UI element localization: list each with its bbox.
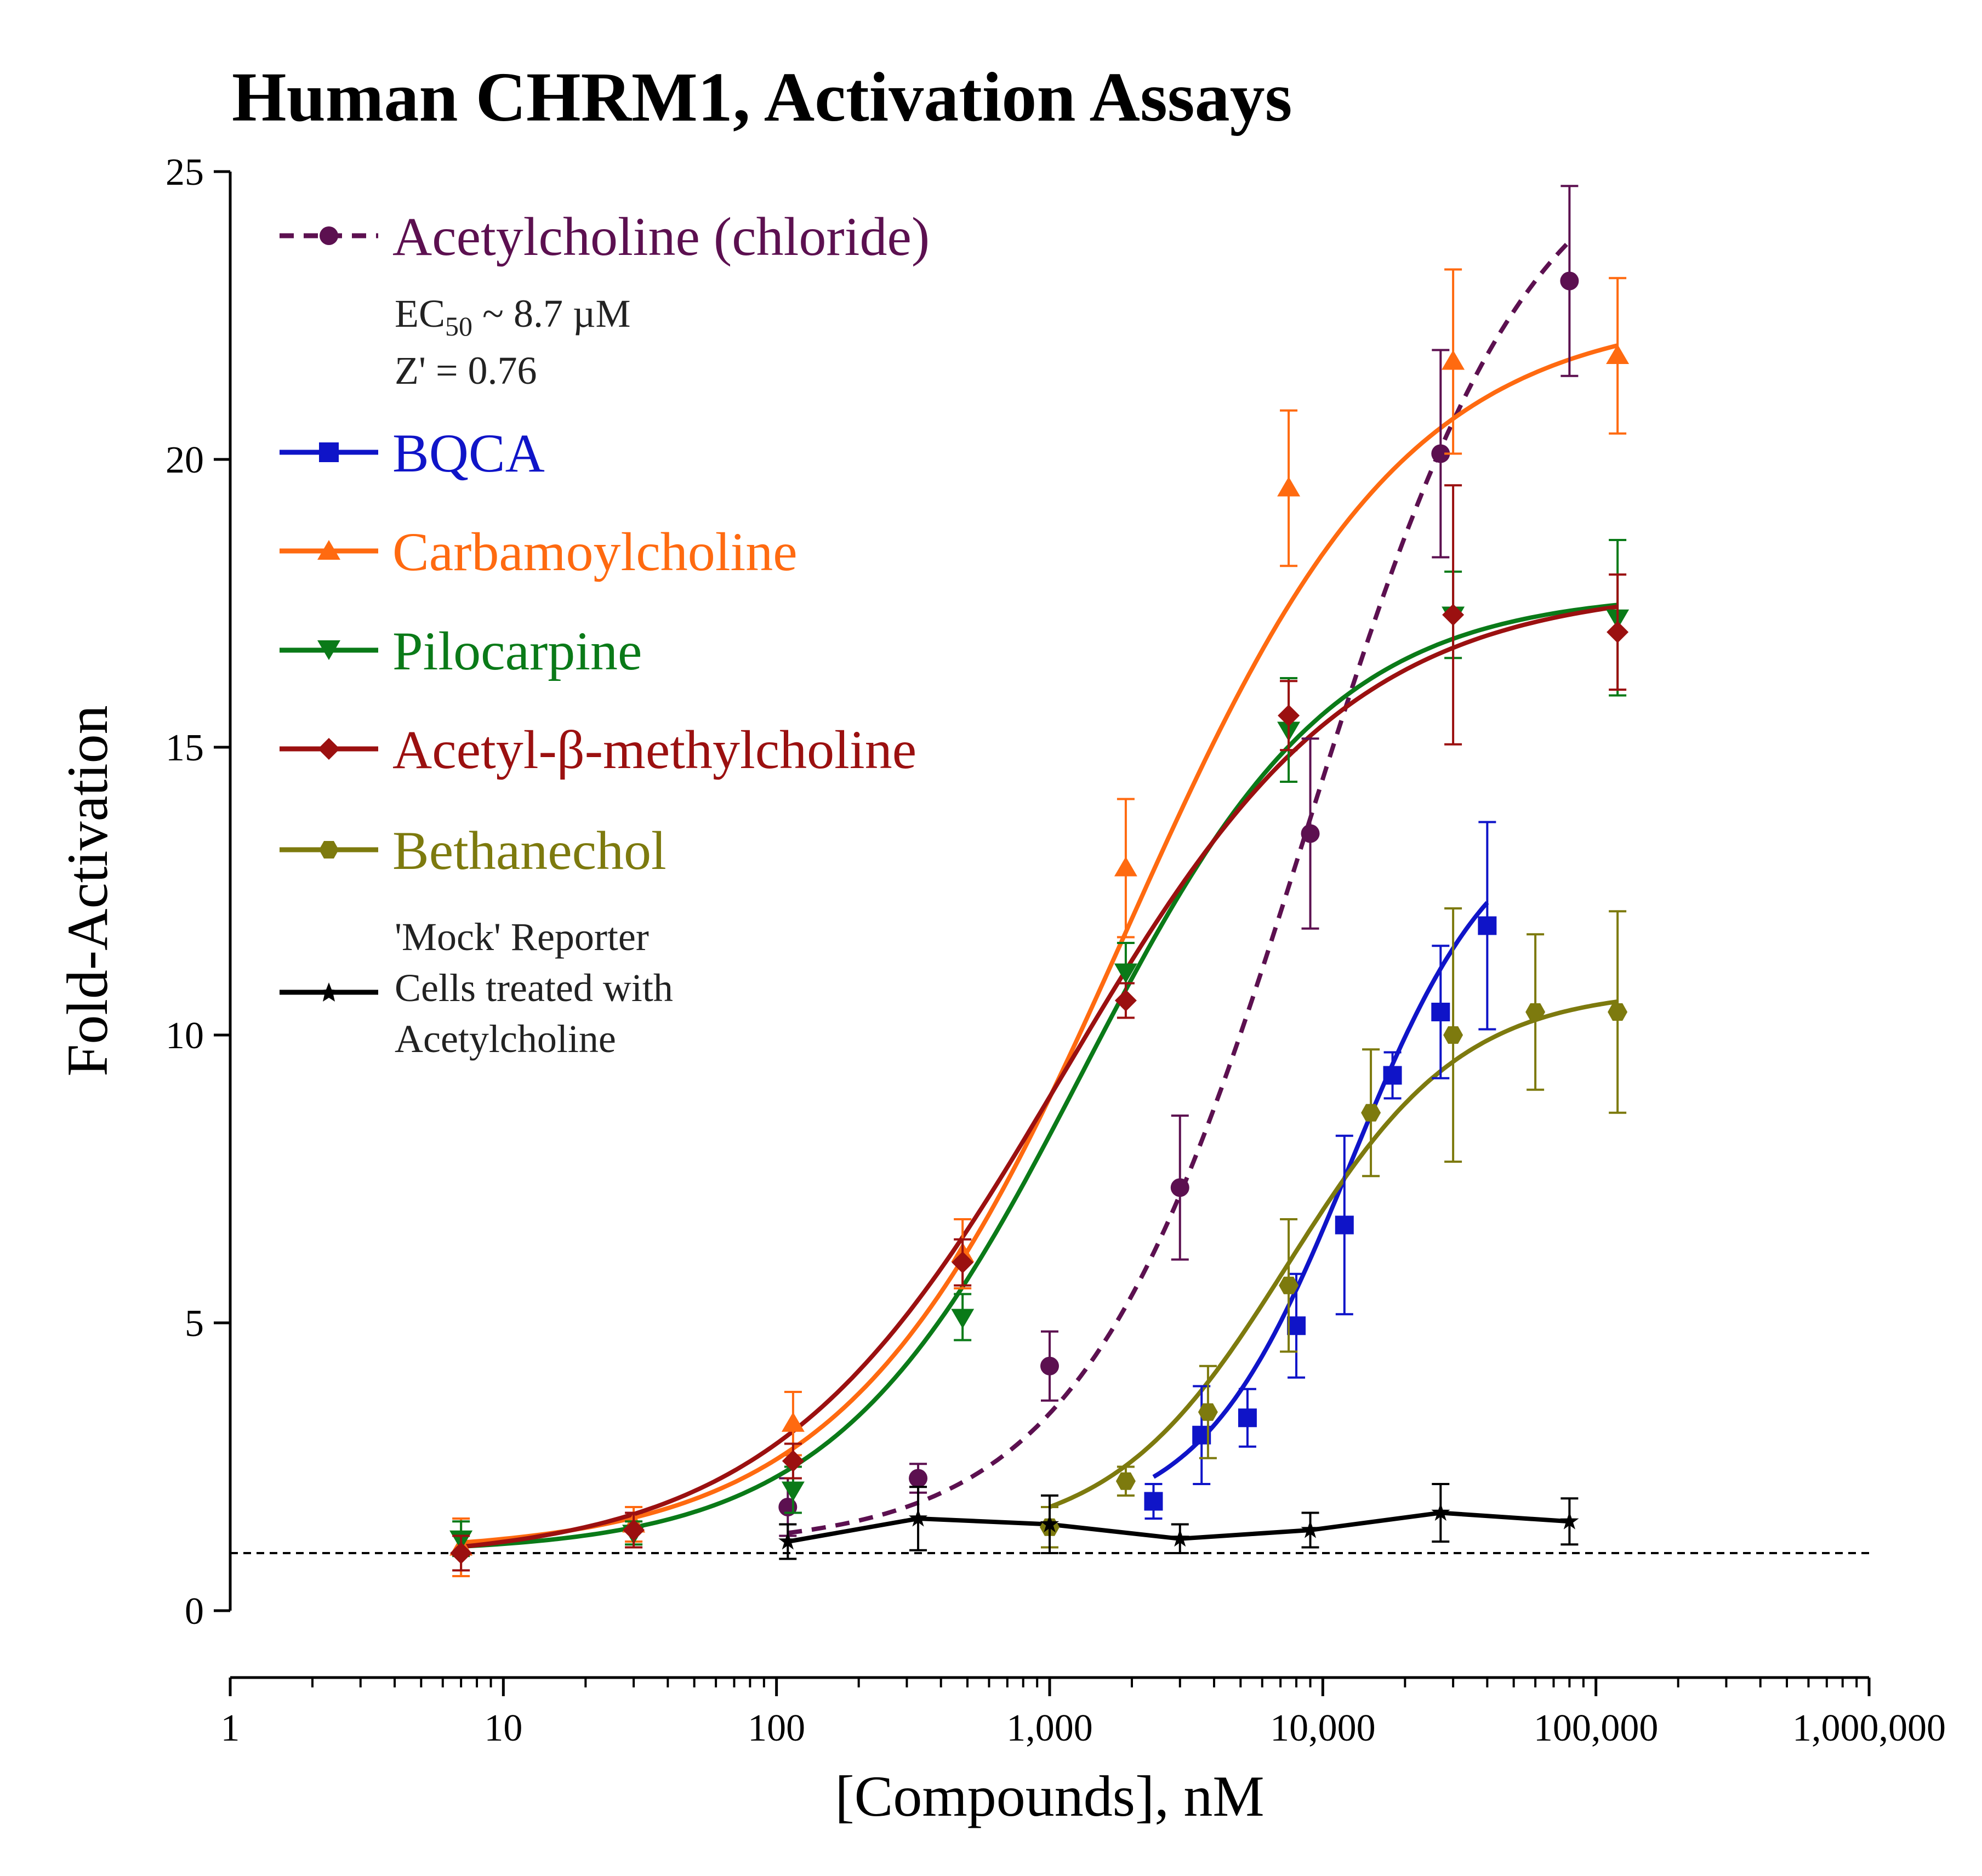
ec50-annotation: EC50 ~ 8.7 µM xyxy=(395,292,630,342)
data-point-bethanechol xyxy=(1115,1472,1136,1490)
legend-label-mock-line2: Cells treated with xyxy=(395,966,673,1010)
data-point-acetylcholine-chloride xyxy=(1301,824,1320,843)
data-point-acetyl-methylcholine xyxy=(623,1519,645,1541)
legend-marker-mock xyxy=(319,982,339,1002)
data-point-bqca xyxy=(1335,1215,1354,1235)
data-point-bethanechol xyxy=(1608,1003,1628,1021)
legend-label-acetylcholine: Acetylcholine (chloride) xyxy=(392,206,930,267)
legend-item-acetylcholine: Acetylcholine (chloride) xyxy=(280,206,930,267)
data-point-mock-reporter-cells-treated-with-acetylcholine xyxy=(1040,1514,1060,1533)
data-point-bqca xyxy=(1383,1066,1402,1085)
data-point-bethanechol xyxy=(1361,1104,1381,1122)
legend-marker-carbamoylcholine xyxy=(317,540,340,560)
curve-bethanechol xyxy=(1049,999,1618,1509)
legend-label-bqca: BQCA xyxy=(392,423,545,484)
data-point-pilocarpine xyxy=(781,1481,805,1502)
data-point-carbamoylcholine xyxy=(1277,476,1301,497)
y-tick-label: 15 xyxy=(166,727,204,769)
legend-marker-bqca xyxy=(319,442,339,462)
legend-item-bqca: BQCA xyxy=(280,423,545,484)
data-point-bethanechol xyxy=(1443,1026,1463,1044)
curve-acetyl-methylcholine xyxy=(460,604,1618,1549)
legend-item-mock: 'Mock' Reporter Cells treated with Acety… xyxy=(280,915,673,1061)
data-point-mock-reporter-cells-treated-with-acetylcholine xyxy=(1301,1520,1320,1538)
ec50-value: ~ 8.7 µM xyxy=(472,292,630,336)
data-point-acetyl-methylcholine xyxy=(450,1542,472,1564)
data-point-mock-reporter-cells-treated-with-acetylcholine xyxy=(1560,1511,1579,1530)
data-point-acetyl-methylcholine xyxy=(782,1450,804,1472)
x-tick-label: 100,000 xyxy=(1534,1707,1659,1749)
legend-marker-bethanechol xyxy=(319,841,339,859)
legend-item-pilocarpine: Pilocarpine xyxy=(280,621,642,681)
legend-marker-acetyl-methylcholine xyxy=(318,738,340,760)
legend-label-pilocarpine: Pilocarpine xyxy=(392,621,642,681)
data-point-bqca xyxy=(1238,1408,1257,1428)
y-axis-label: Fold-Activation xyxy=(55,705,119,1076)
data-point-acetyl-methylcholine xyxy=(952,1251,974,1274)
data-point-carbamoylcholine xyxy=(781,1412,805,1432)
data-point-mock-reporter-cells-treated-with-acetylcholine xyxy=(778,1532,798,1550)
data-point-acetylcholine-chloride xyxy=(1040,1356,1059,1375)
legend-label-mock-line1: 'Mock' Reporter xyxy=(395,915,649,959)
data-point-bqca xyxy=(1144,1492,1163,1511)
data-point-acetylcholine-chloride xyxy=(1560,271,1579,291)
legend-marker-acetylcholine xyxy=(320,226,338,245)
data-point-acetylcholine-chloride xyxy=(909,1469,928,1488)
data-point-acetyl-methylcholine xyxy=(1114,990,1137,1011)
data-point-acetylcholine-chloride xyxy=(1431,444,1450,463)
x-tick-label: 100 xyxy=(748,1707,805,1749)
legend: Acetylcholine (chloride) EC50 ~ 8.7 µM Z… xyxy=(280,206,930,1061)
zprime-annotation: Z' = 0.76 xyxy=(395,349,537,393)
legend-marker-pilocarpine xyxy=(317,640,340,660)
x-tick-label: 10,000 xyxy=(1270,1707,1376,1749)
data-point-bqca xyxy=(1431,1003,1450,1021)
data-point-acetylcholine-chloride xyxy=(1170,1178,1189,1197)
legend-item-acetyl-methylcholine: Acetyl-β-methylcholine xyxy=(280,719,916,780)
data-point-carbamoylcholine xyxy=(1114,856,1137,877)
data-point-mock-reporter-cells-treated-with-acetylcholine xyxy=(908,1509,928,1527)
curve-pilocarpine xyxy=(460,602,1618,1549)
y-tick-label: 5 xyxy=(185,1303,204,1345)
curve-carbamoylcholine xyxy=(460,343,1619,1545)
y-tick-label: 20 xyxy=(166,439,204,481)
chart-title: Human CHRM1, Activation Assays xyxy=(232,58,1292,136)
x-tick-label: 1,000,000 xyxy=(1792,1707,1946,1749)
data-point-carbamoylcholine xyxy=(1442,350,1465,370)
y-tick-label: 0 xyxy=(185,1590,204,1633)
data-point-mock-reporter-cells-treated-with-acetylcholine xyxy=(1170,1528,1189,1547)
data-point-acetyl-methylcholine xyxy=(1278,704,1300,727)
legend-item-carbamoylcholine: Carbamoylcholine xyxy=(280,521,798,582)
legend-label-bethanechol: Bethanechol xyxy=(392,820,667,881)
x-tick-label: 1,000 xyxy=(1006,1707,1093,1749)
legend-label-carbamoylcholine: Carbamoylcholine xyxy=(392,521,798,582)
legend-label-mock-line3: Acetylcholine xyxy=(395,1017,616,1061)
data-point-bethanechol xyxy=(1198,1403,1218,1421)
data-point-bethanechol xyxy=(1525,1003,1546,1021)
data-point-pilocarpine xyxy=(1114,963,1137,984)
legend-item-bethanechol: Bethanechol xyxy=(280,820,667,881)
legend-label-acetyl-methylcholine: Acetyl-β-methylcholine xyxy=(392,719,916,780)
x-tick-label: 1 xyxy=(221,1707,240,1749)
data-point-bqca xyxy=(1287,1316,1306,1335)
data-point-carbamoylcholine xyxy=(1606,344,1630,364)
data-point-mock-reporter-cells-treated-with-acetylcholine xyxy=(1431,1503,1450,1521)
data-point-pilocarpine xyxy=(951,1309,975,1329)
data-point-acetyl-methylcholine xyxy=(1607,621,1629,643)
y-tick-label: 10 xyxy=(166,1015,204,1057)
x-tick-label: 10 xyxy=(484,1707,522,1749)
y-tick-label: 25 xyxy=(166,151,204,194)
ec50-prefix: EC xyxy=(395,292,445,336)
data-point-acetyl-methylcholine xyxy=(1442,604,1465,626)
data-point-bethanechol xyxy=(1279,1276,1299,1294)
x-axis-label: [Compounds], nM xyxy=(835,1764,1264,1828)
data-point-bqca xyxy=(1478,916,1497,935)
ec50-subscript: 50 xyxy=(445,311,472,342)
